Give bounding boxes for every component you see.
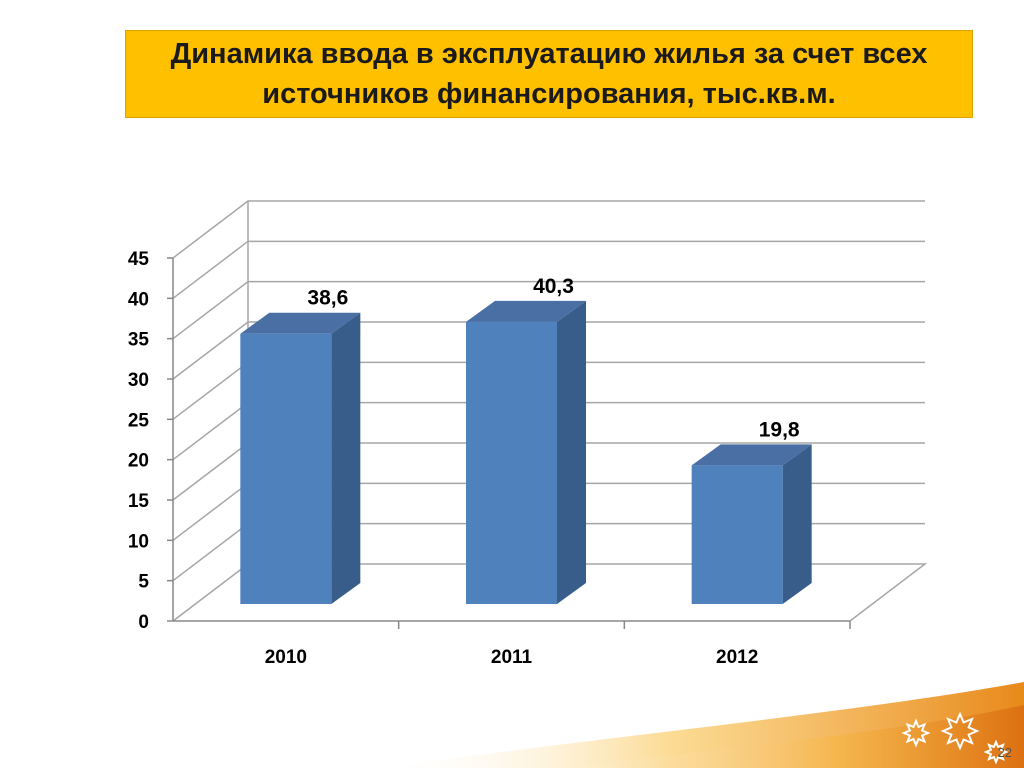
gridline <box>172 321 925 380</box>
y-tick-label: 30 <box>128 370 149 391</box>
bar-front <box>691 465 783 604</box>
star-icon <box>983 739 1009 765</box>
data-label: 19,8 <box>759 418 800 441</box>
bar-side <box>331 312 361 604</box>
gridline <box>172 280 925 340</box>
bar-front <box>240 333 332 604</box>
x-category-label: 2010 <box>265 647 307 668</box>
slide-number: 22 <box>997 745 1012 760</box>
bar-top <box>240 312 361 334</box>
bar <box>466 300 586 604</box>
star-icon <box>901 718 931 748</box>
gridline <box>172 200 925 259</box>
data-label: 40,3 <box>533 275 574 298</box>
bar <box>240 312 361 604</box>
bar-side <box>557 300 586 604</box>
floor-outline <box>172 563 928 622</box>
y-tick-label: 0 <box>138 612 149 633</box>
y-tick-label: 5 <box>138 572 149 593</box>
y-tick-label: 45 <box>128 249 150 270</box>
y-tick-label: 40 <box>128 289 149 310</box>
bar-side <box>782 444 812 604</box>
bar <box>691 444 812 604</box>
y-tick-label: 20 <box>128 451 149 472</box>
data-label: 38,6 <box>307 287 348 310</box>
star-icon <box>940 711 980 751</box>
y-tick-label: 35 <box>128 330 150 351</box>
y-tick-label: 15 <box>128 491 150 512</box>
bar-top <box>466 300 586 322</box>
gridline <box>172 240 925 299</box>
bar-front <box>466 321 557 604</box>
x-category-label: 2011 <box>491 647 533 668</box>
title-banner: Динамика ввода в эксплуатацию жилья за с… <box>125 30 973 118</box>
x-category-label: 2012 <box>716 647 758 668</box>
y-tick-label: 10 <box>128 531 149 552</box>
y-tick-label: 25 <box>128 410 150 431</box>
chart-title: Динамика ввода в эксплуатацию жилья за с… <box>170 38 928 110</box>
decorative-swoosh <box>380 682 1024 768</box>
bar-top <box>691 444 812 466</box>
